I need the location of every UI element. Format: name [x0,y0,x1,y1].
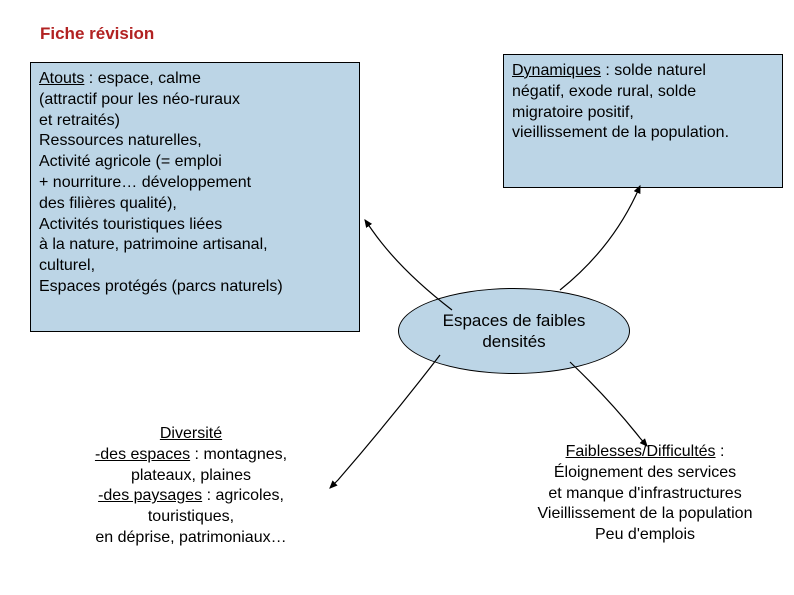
diversite-paysages-label: -des paysages [98,487,202,504]
atouts-body: : espace, calme (attractif pour les néo-… [39,70,283,295]
diversite-espaces-text: : montagnes, [190,446,287,463]
center-line1: Espaces de faibles [443,311,586,330]
box-atouts: Atouts : espace, calme (attractif pour l… [30,62,360,332]
diversite-l3: plateaux, plaines [131,467,251,484]
diversite-l5: touristiques, [148,508,234,525]
center-line2: densités [482,332,545,351]
diversite-espaces-label: -des espaces [95,446,190,463]
block-faiblesses: Faiblesses/Difficultés : Éloignement des… [500,442,790,546]
faiblesses-title: Faiblesses/Difficultés [566,443,716,460]
diversite-paysages-text: : agricoles, [202,487,284,504]
atouts-heading: Atouts [39,70,84,87]
block-diversite: Diversité -des espaces : montagnes, plat… [56,424,326,549]
faiblesses-l3: et manque d'infrastructures [548,485,741,502]
dynamiques-heading: Dynamiques [512,62,601,79]
faiblesses-l5: Peu d'emplois [595,526,695,543]
diversite-l6: en déprise, patrimoniaux… [95,529,286,546]
faiblesses-l4: Vieillissement de la population [538,505,753,522]
faiblesses-l2: Éloignement des services [554,464,736,481]
faiblesses-colon: : [716,443,725,460]
center-ellipse: Espaces de faibles densités [398,288,630,374]
page-title: Fiche révision [40,24,154,44]
diversite-title: Diversité [160,425,222,442]
box-dynamiques: Dynamiques : solde naturelnégatif, exode… [503,54,783,188]
